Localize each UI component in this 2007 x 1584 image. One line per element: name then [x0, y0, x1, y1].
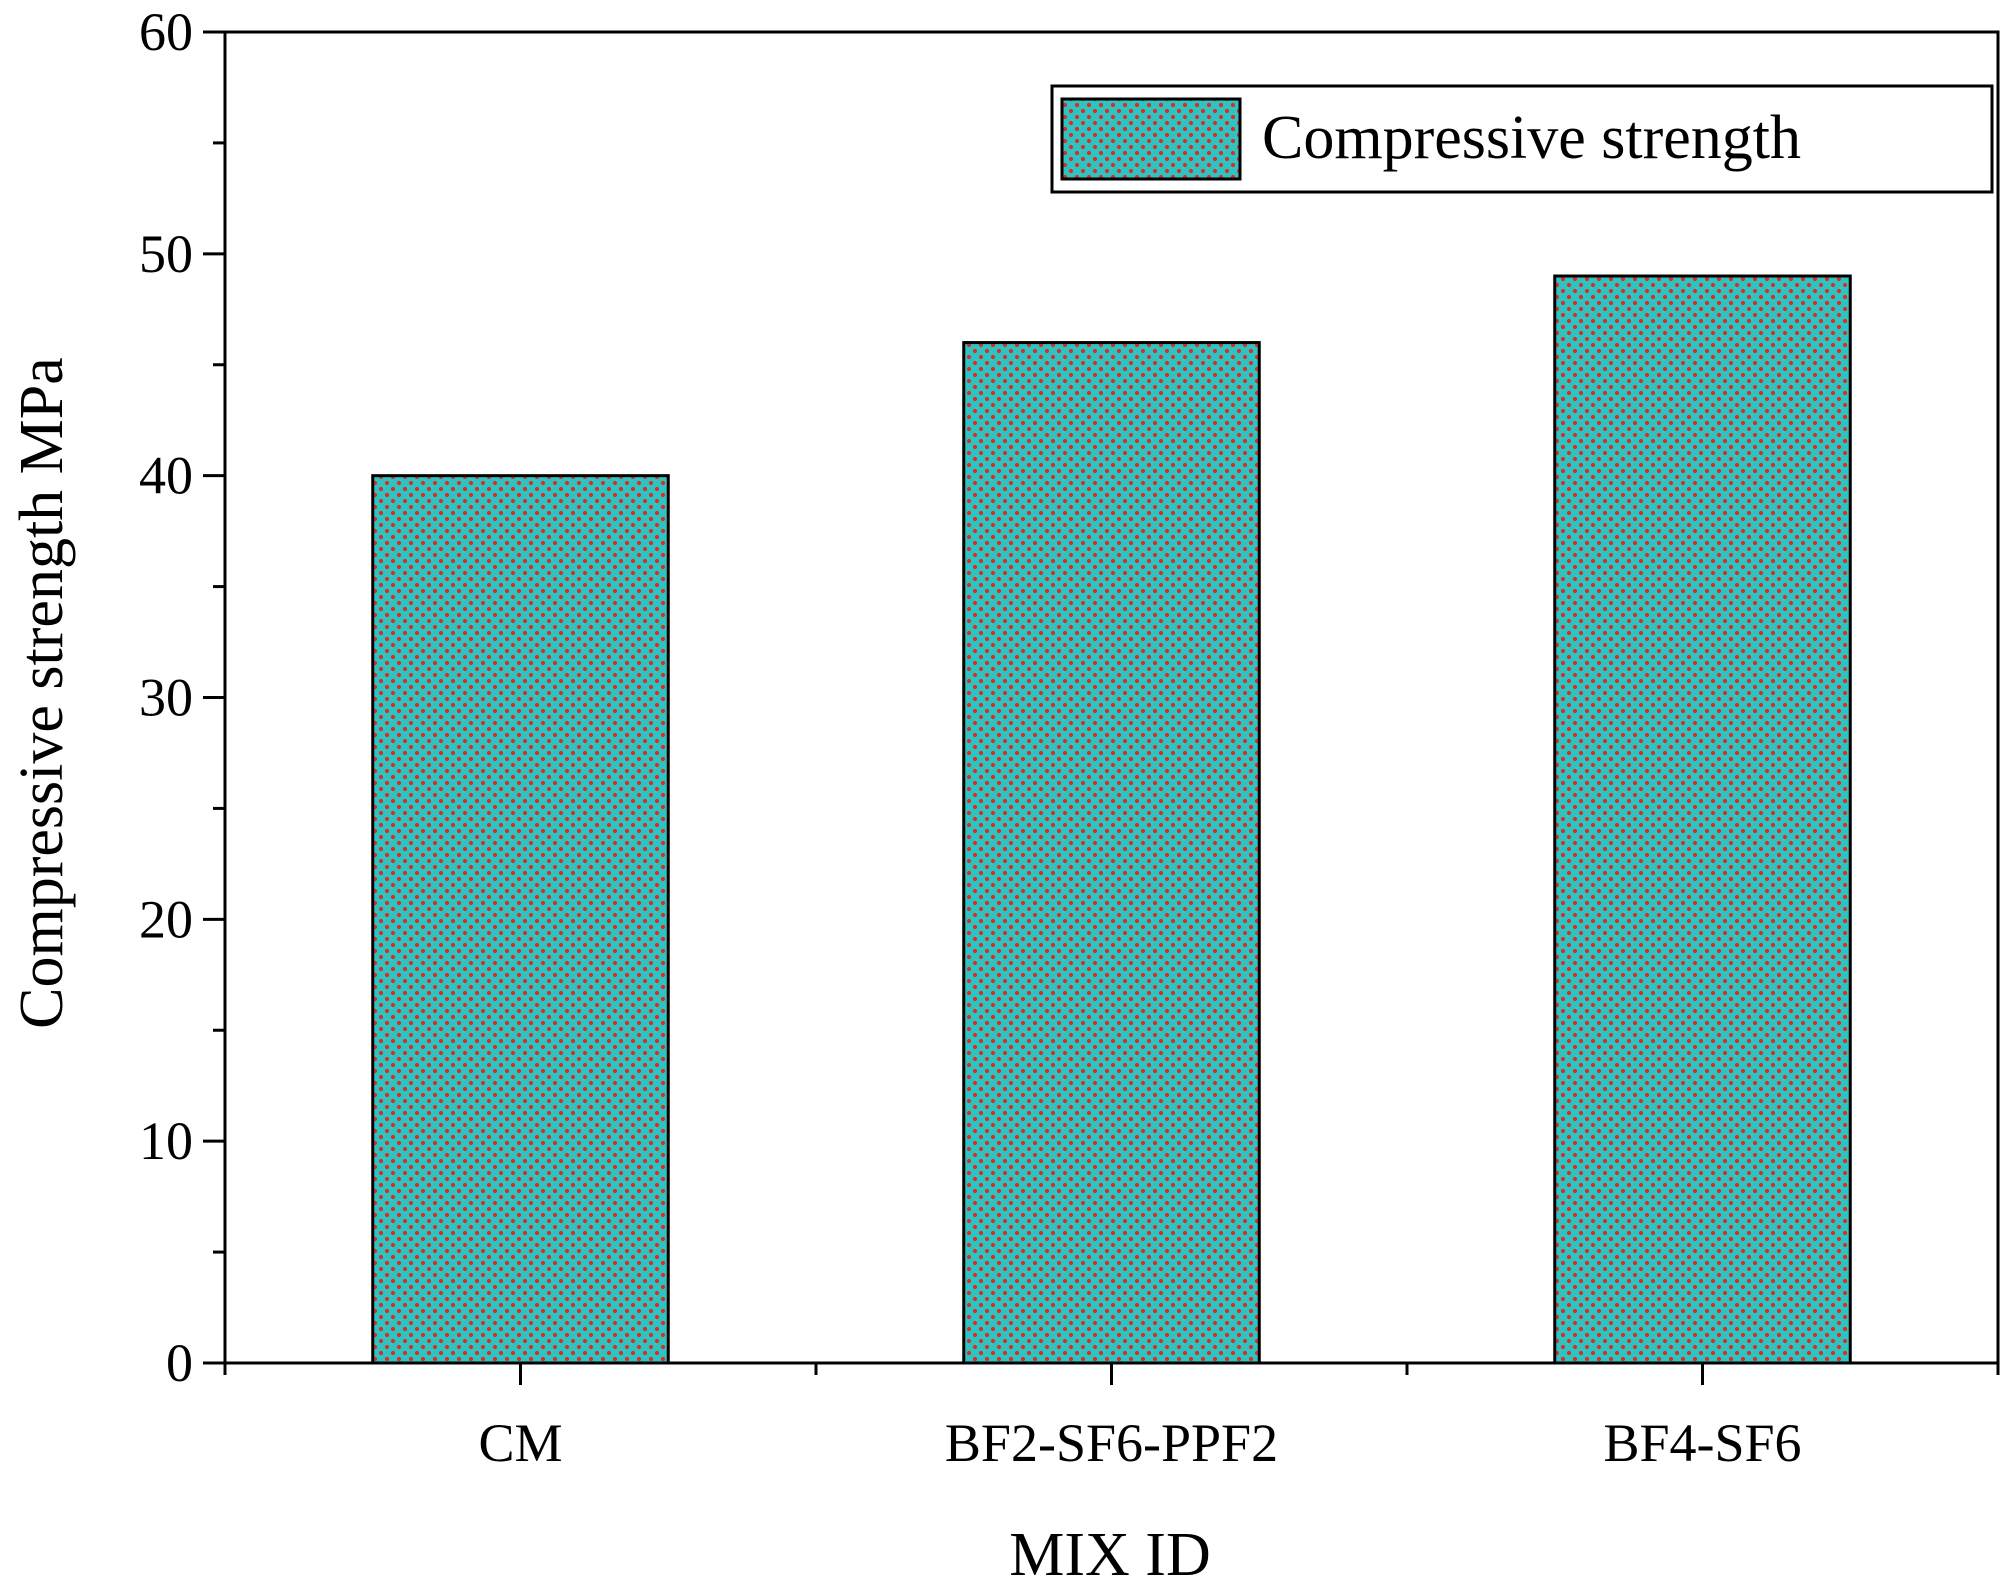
- y-tick-label: 50: [139, 224, 193, 284]
- y-tick-label: 30: [139, 668, 193, 728]
- legend-swatch: [1060, 97, 1242, 181]
- x-tick-label: BF4-SF6: [1603, 1413, 1801, 1473]
- bars-group: [371, 274, 1852, 1365]
- y-tick-label: 0: [166, 1333, 193, 1393]
- legend: Compressive strength: [1050, 84, 1994, 194]
- y-tick-label: 10: [139, 1111, 193, 1171]
- x-tick-label: BF2-SF6-PPF2: [945, 1413, 1278, 1473]
- y-axis-title: Compressive strength MPa: [8, 357, 76, 1029]
- legend-label: Compressive strength: [1262, 104, 1801, 172]
- x-tick-label: CM: [478, 1413, 562, 1473]
- y-tick-label: 40: [139, 446, 193, 506]
- bar-cm: [371, 474, 670, 1365]
- y-tick-label: 60: [139, 2, 193, 62]
- x-axis-title: MIX ID: [1009, 1521, 1210, 1584]
- y-tick-label: 20: [139, 889, 193, 949]
- ticks-group: 0 10 20 30 40 50 60 CM BF2-SF6-PPF2 BF4-SF6: [139, 2, 2000, 1473]
- bar-bf4-sf6: [1553, 274, 1852, 1365]
- bar-bf2-sf6-ppf2: [962, 341, 1261, 1365]
